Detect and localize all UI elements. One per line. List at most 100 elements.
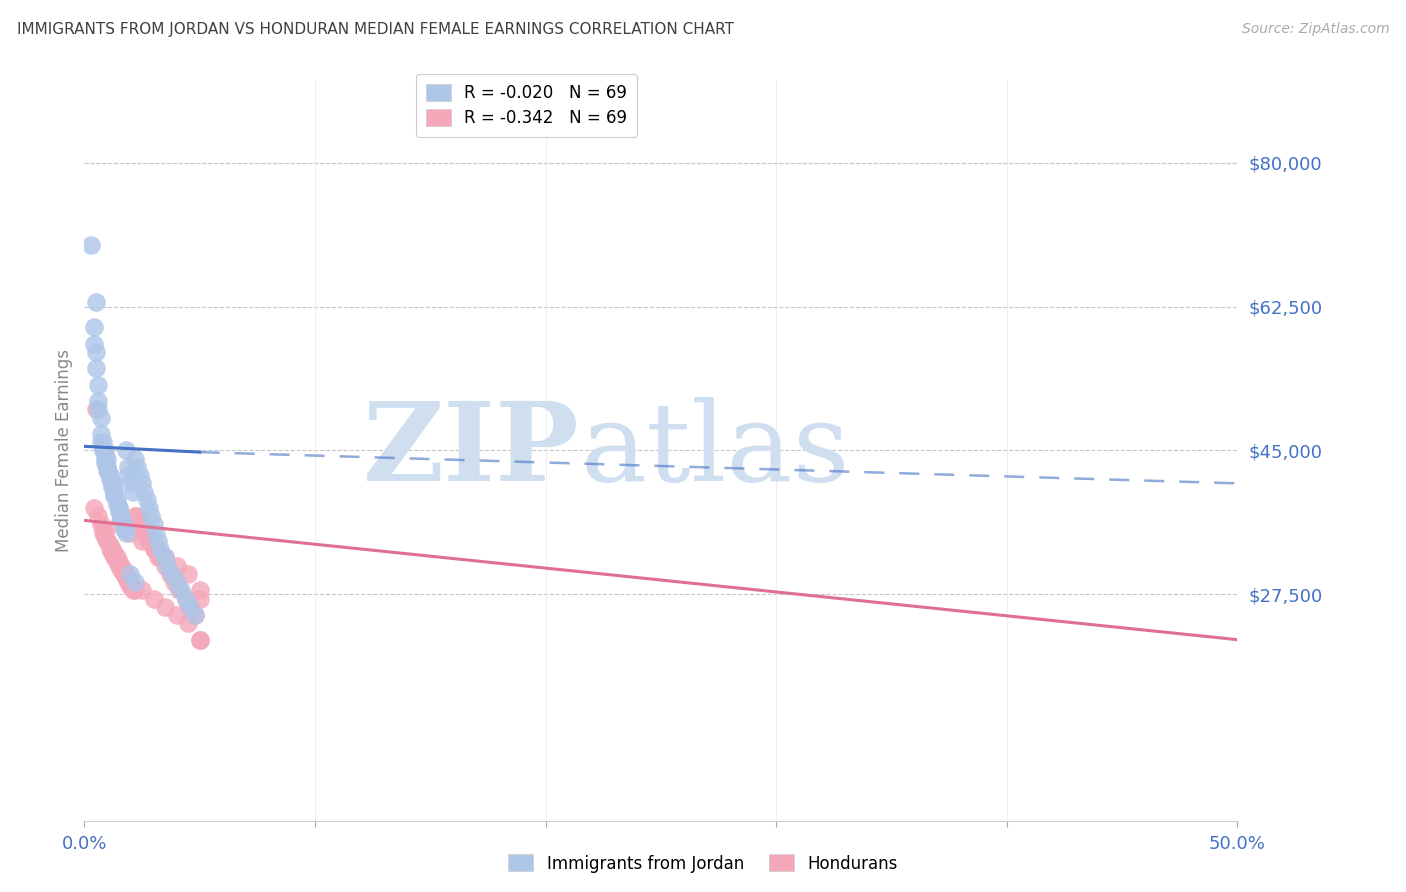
Point [177,616,200,631]
Point [188,632,211,647]
Point [103,489,125,503]
Y-axis label: Median Female Earnings: Median Female Earnings [55,349,73,552]
Point [112,563,135,577]
Point [84,361,107,376]
Point [103,546,125,560]
Point [188,632,211,647]
Point [105,497,128,511]
Point [142,542,165,557]
Point [105,550,128,565]
Point [120,579,142,593]
Point [96,533,118,548]
Point [110,558,132,573]
Point [142,542,165,557]
Point [179,599,201,614]
Point [96,451,118,466]
Point [141,509,163,524]
Point [117,571,139,585]
Point [121,579,143,593]
Point [177,566,200,581]
Point [138,533,160,548]
Point [112,522,135,536]
Point [108,501,131,516]
Point [115,571,138,585]
Point [159,566,181,581]
Point [91,435,114,450]
Point [188,591,211,606]
Point [87,377,110,392]
Point [145,542,167,557]
Point [80,237,103,252]
Point [153,599,176,614]
Point [84,295,107,310]
Point [179,599,201,614]
Point [153,558,176,573]
Point [83,336,105,351]
Point [91,525,114,540]
Point [134,484,156,499]
Point [115,566,138,581]
Point [94,448,117,462]
Point [91,522,114,536]
Point [149,542,172,557]
Point [135,492,157,507]
Point [110,509,132,524]
Point [120,575,142,590]
Point [170,583,193,598]
Point [103,550,125,565]
Point [83,501,105,516]
Point [146,550,169,565]
Point [153,550,176,565]
Point [131,583,153,598]
Point [166,575,188,590]
Point [124,575,146,590]
Point [121,583,143,598]
Point [142,591,165,606]
Point [142,517,165,532]
Point [101,546,124,560]
Point [108,554,131,569]
Point [98,542,121,557]
Point [184,607,207,622]
Point [112,517,135,532]
Point [83,320,105,334]
Point [135,525,157,540]
Point [120,566,142,581]
Point [108,517,131,532]
Point [110,513,132,527]
Point [105,554,128,569]
Point [84,402,107,417]
Point [96,459,118,474]
Point [84,344,107,359]
Point [89,410,111,425]
Point [103,484,125,499]
Point [134,525,156,540]
Point [110,563,132,577]
Point [131,517,153,532]
Point [145,525,167,540]
Point [121,484,143,499]
Point [87,509,110,524]
Point [127,459,149,474]
Legend: Immigrants from Jordan, Hondurans: Immigrants from Jordan, Hondurans [502,847,904,880]
Point [160,566,183,581]
Point [94,456,117,470]
Point [94,451,117,466]
Point [108,558,131,573]
Legend: R = -0.020   N = 69, R = -0.342   N = 69: R = -0.020 N = 69, R = -0.342 N = 69 [416,74,637,136]
Point [184,607,207,622]
Point [115,525,138,540]
Point [153,550,176,565]
Point [98,468,121,483]
Text: IMMIGRANTS FROM JORDAN VS HONDURAN MEDIAN FEMALE EARNINGS CORRELATION CHART: IMMIGRANTS FROM JORDAN VS HONDURAN MEDIA… [17,22,734,37]
Point [94,530,117,544]
Point [117,468,139,483]
Point [91,443,114,458]
Point [156,558,179,573]
Point [117,575,139,590]
Text: Source: ZipAtlas.com: Source: ZipAtlas.com [1241,22,1389,37]
Point [120,476,142,491]
Point [115,443,138,458]
Point [96,533,118,548]
Point [188,583,211,598]
